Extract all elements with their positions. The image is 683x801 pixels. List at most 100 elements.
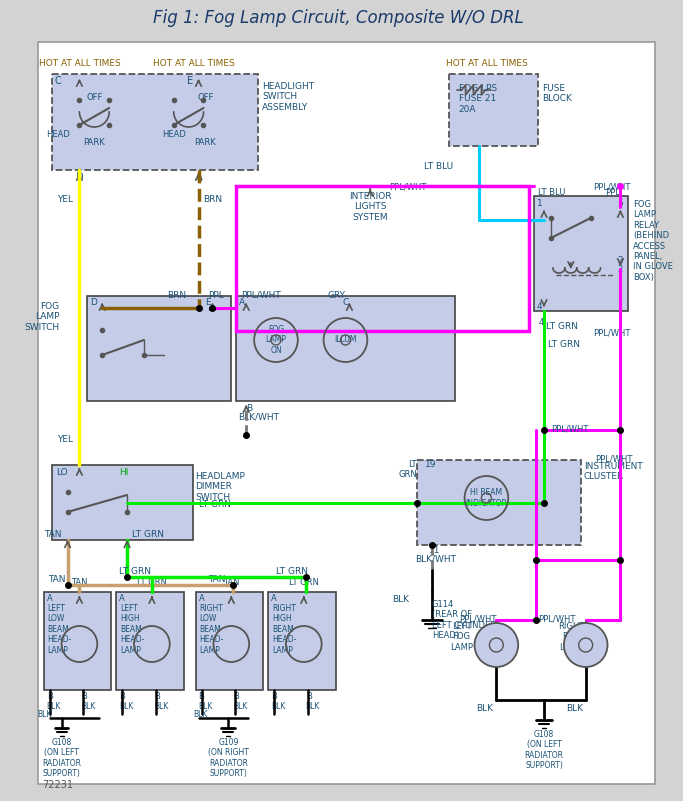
Text: LT GRN: LT GRN	[132, 530, 164, 539]
Text: PARK: PARK	[195, 138, 217, 147]
Text: LT BLU: LT BLU	[424, 162, 453, 171]
Text: G108
(ON LEFT
RADIATOR
SUPPORT): G108 (ON LEFT RADIATOR SUPPORT)	[42, 738, 81, 779]
Text: BLK: BLK	[566, 704, 583, 713]
Text: HEAD: HEAD	[162, 130, 186, 139]
Text: YEL: YEL	[57, 435, 72, 444]
Text: PPL/WHT: PPL/WHT	[241, 291, 281, 300]
Text: LT GRN: LT GRN	[546, 322, 578, 331]
Text: B: B	[199, 692, 204, 701]
Text: GRY: GRY	[328, 291, 346, 300]
Text: 2: 2	[617, 265, 623, 274]
Text: B: B	[154, 692, 160, 701]
Text: BLK: BLK	[154, 702, 168, 711]
Text: LT GRN: LT GRN	[137, 578, 167, 587]
Text: 72231: 72231	[42, 780, 72, 790]
Text: BLK: BLK	[477, 704, 494, 713]
Text: BLK/WHT: BLK/WHT	[238, 412, 279, 421]
Text: HI: HI	[119, 468, 128, 477]
Text: BLK: BLK	[234, 702, 248, 711]
Text: LEFT
LOW
BEAM
HEAD-
LAMP: LEFT LOW BEAM HEAD- LAMP	[48, 604, 72, 654]
Text: B: B	[46, 692, 53, 701]
Text: B: B	[271, 692, 277, 701]
Text: FOG
LAMP
SWITCH: FOG LAMP SWITCH	[25, 302, 59, 332]
Text: PPL: PPL	[208, 291, 224, 300]
Text: RIGHT
FOG
LAMP: RIGHT FOG LAMP	[557, 622, 584, 652]
Text: ILLUM: ILLUM	[334, 336, 357, 344]
Text: PPL/WHT: PPL/WHT	[389, 182, 427, 191]
Text: LT GRN: LT GRN	[276, 567, 308, 576]
Text: PPL/WHT: PPL/WHT	[460, 614, 497, 623]
Text: TAN: TAN	[48, 575, 65, 584]
Text: OFF: OFF	[86, 93, 102, 102]
Text: B: B	[234, 692, 239, 701]
Text: BLK: BLK	[392, 595, 409, 604]
Text: INTERIOR
LIGHTS
SYSTEM: INTERIOR LIGHTS SYSTEM	[349, 192, 391, 222]
Text: PPL/WHT: PPL/WHT	[538, 614, 576, 623]
Text: PPL/WHT: PPL/WHT	[596, 455, 633, 464]
Text: A: A	[271, 594, 277, 603]
Text: FUSE
BLOCK: FUSE BLOCK	[542, 84, 572, 103]
FancyBboxPatch shape	[116, 592, 184, 690]
Text: RIGHT
LOW
BEAM
HEAD-
LAMP: RIGHT LOW BEAM HEAD- LAMP	[199, 604, 224, 654]
Text: 11: 11	[429, 546, 441, 555]
Text: LT
GRN: LT GRN	[398, 460, 417, 480]
Text: G109
(ON RIGHT
RADIATOR
SUPPORT): G109 (ON RIGHT RADIATOR SUPPORT)	[208, 738, 249, 779]
Text: LT GRN: LT GRN	[548, 340, 580, 349]
Text: TAN: TAN	[71, 578, 87, 587]
Text: PPL: PPL	[606, 188, 620, 197]
Text: G114
(REAR OF
LEFT CYLINDER
HEAD): G114 (REAR OF LEFT CYLINDER HEAD)	[432, 600, 496, 640]
Text: BLK: BLK	[46, 702, 61, 711]
FancyBboxPatch shape	[534, 196, 628, 311]
Text: E: E	[206, 298, 211, 307]
Text: TAN: TAN	[44, 530, 61, 539]
Text: PPL/WHT: PPL/WHT	[551, 425, 588, 434]
Text: A: A	[195, 172, 202, 182]
FancyBboxPatch shape	[236, 296, 455, 401]
Text: LT GRN: LT GRN	[119, 567, 151, 576]
FancyBboxPatch shape	[87, 296, 232, 401]
Text: TAN: TAN	[223, 578, 240, 587]
Text: LEFT
FOG
LAMP: LEFT FOG LAMP	[486, 630, 507, 660]
Text: LT BLU: LT BLU	[538, 188, 566, 197]
Text: RIGHT
HIGH
BEAM
HEAD-
LAMP: RIGHT HIGH BEAM HEAD- LAMP	[272, 604, 296, 654]
Text: FOG
LAMP
ON: FOG LAMP ON	[266, 325, 286, 355]
Text: G108
(ON LEFT
RADIATOR
SUPPORT): G108 (ON LEFT RADIATOR SUPPORT)	[525, 730, 563, 771]
Text: PPL/WHT: PPL/WHT	[594, 328, 631, 337]
Text: HEAD: HEAD	[46, 130, 70, 139]
Text: LEFT
HIGH
BEAM
HEAD-
LAMP: LEFT HIGH BEAM HEAD- LAMP	[120, 604, 145, 654]
Text: A: A	[119, 594, 125, 603]
Text: HI BEAM
INDICATOR: HI BEAM INDICATOR	[466, 489, 507, 508]
FancyBboxPatch shape	[268, 592, 335, 690]
FancyBboxPatch shape	[38, 42, 655, 784]
Text: BRN: BRN	[167, 291, 186, 300]
Text: HOT AT ALL TIMES: HOT AT ALL TIMES	[445, 59, 527, 69]
Text: HEADLIGHT
SWITCH
ASSEMBLY: HEADLIGHT SWITCH ASSEMBLY	[262, 82, 314, 112]
Text: BLK/WHT: BLK/WHT	[415, 554, 456, 563]
Text: 4: 4	[537, 302, 543, 311]
Text: D: D	[76, 172, 84, 182]
Text: 4: 4	[539, 318, 544, 327]
Text: C: C	[55, 76, 61, 86]
Text: BRN: BRN	[204, 195, 223, 204]
Text: BLK: BLK	[271, 702, 285, 711]
Text: A: A	[239, 298, 245, 307]
Text: A: A	[46, 594, 53, 603]
Text: BLK: BLK	[38, 710, 52, 719]
Text: BLK: BLK	[81, 702, 96, 711]
Circle shape	[564, 623, 607, 667]
FancyBboxPatch shape	[417, 460, 581, 545]
Text: HOT AT ALL TIMES: HOT AT ALL TIMES	[38, 59, 120, 69]
Text: Fig 1: Fog Lamp Circuit, Composite W/O DRL: Fig 1: Fog Lamp Circuit, Composite W/O D…	[153, 9, 524, 27]
Text: BLK: BLK	[119, 702, 133, 711]
Text: PPL/WHT: PPL/WHT	[594, 182, 631, 191]
Text: OFF: OFF	[197, 93, 214, 102]
Text: B: B	[306, 692, 311, 701]
Text: RIGHT
FOG
LAMP: RIGHT FOG LAMP	[574, 630, 598, 660]
Text: HEADLAMP
DIMMER
SWITCH: HEADLAMP DIMMER SWITCH	[195, 472, 245, 501]
Text: 5: 5	[617, 199, 623, 208]
Text: A: A	[199, 594, 204, 603]
FancyBboxPatch shape	[449, 74, 538, 146]
Text: B: B	[81, 692, 87, 701]
Text: FOG LPS
FUSE 21
20A: FOG LPS FUSE 21 20A	[458, 84, 497, 114]
Text: LT GRN: LT GRN	[199, 500, 231, 509]
